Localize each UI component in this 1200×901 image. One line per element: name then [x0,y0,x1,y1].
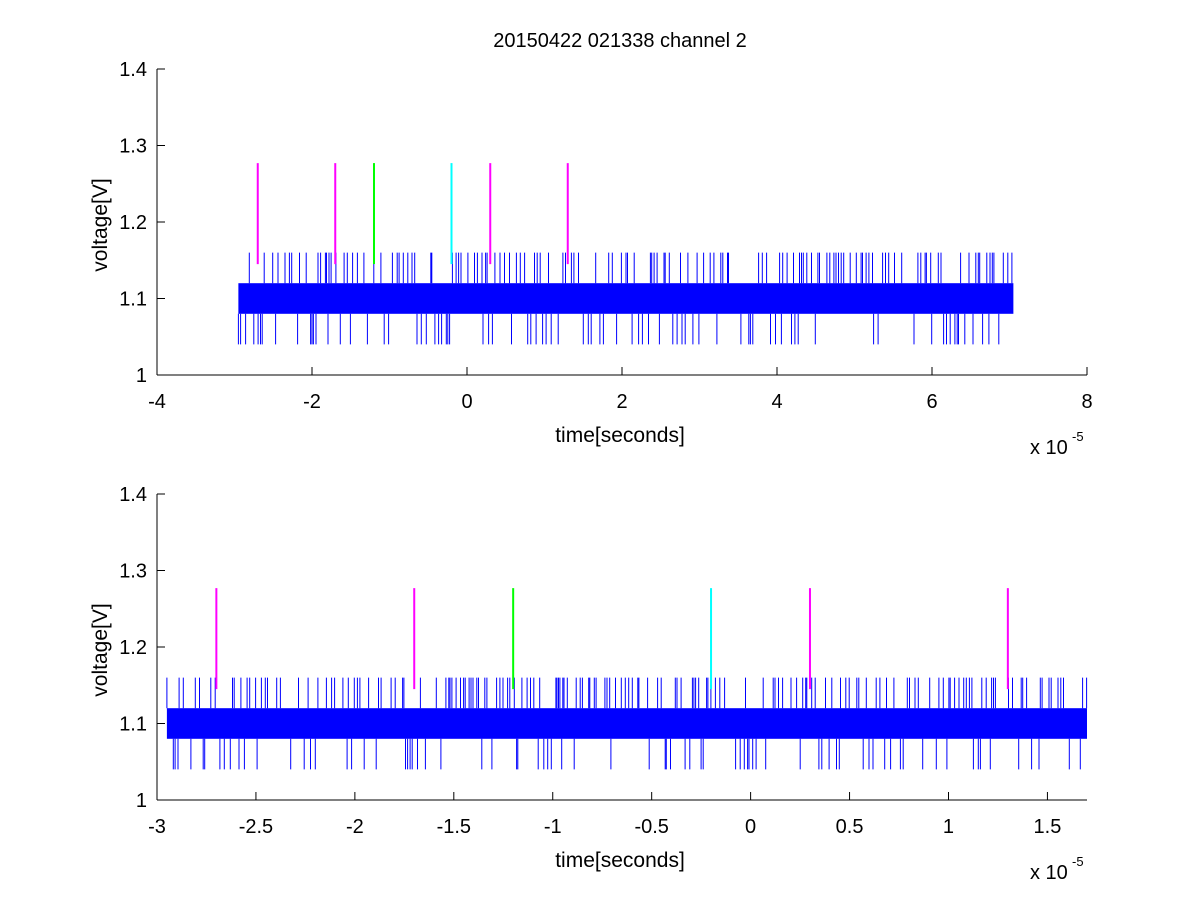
x-tick-label: 1 [943,816,954,838]
signal-spikes [166,677,1088,770]
x-tick-label: -0.5 [634,816,668,838]
y-tick-label: 1.4 [119,59,147,81]
y-tick-label: 1.1 [119,289,147,311]
y-tick-label: 1.2 [119,212,147,234]
x-tick-label: -3 [148,816,166,838]
x-tick-label: -4 [148,391,166,413]
x-tick-label: 1.5 [1034,816,1062,838]
x-tick-label: -1 [544,816,562,838]
x-tick-label: 0 [745,816,756,838]
x-tick-label: -2 [346,816,364,838]
y-tick-label: 1 [136,790,147,812]
x-axis-label: time[seconds] [555,849,685,872]
signal-spikes [237,252,1013,345]
x-tick-label: 8 [1081,391,1092,413]
y-axis-label: voltage[V] [89,178,112,271]
bottom-subplot: -3 -2.5 -2 -1.5 -1 -0.5 0 0.5 1 1.5 1 1.1 1.2 1.3 1.4 t… [89,484,1088,884]
y-tick-label: 1 [136,365,147,387]
x-tick-label: 0.5 [836,816,864,838]
x-tick-label: -2.5 [239,816,273,838]
signal-band [238,283,1014,314]
y-tick-label: 1.1 [119,714,147,736]
x-axis-label: time[seconds] [555,424,685,447]
top-subplot: -4 -2 0 2 4 6 8 1 1.1 1.2 1.3 1.4 time[seconds] volta… [89,59,1093,459]
signal-series [237,252,1014,345]
x-exponent-power: -5 [1072,854,1084,869]
figure-title: 20150422 021338 channel 2 [493,30,747,52]
x-tick-label: -1.5 [437,816,471,838]
y-tick-label: 1.3 [119,136,147,158]
x-exponent-label: x 10 [1030,437,1068,459]
y-tick-label: 1.3 [119,561,147,583]
y-axis-label: voltage[V] [89,603,112,696]
y-tick-label: 1.2 [119,637,147,659]
x-exponent-label: x 10 [1030,862,1068,884]
x-exponent-power: -5 [1072,429,1084,444]
x-tick-label: 6 [926,391,937,413]
signal-band [166,708,1087,739]
y-tick-label: 1.4 [119,484,147,506]
x-tick-label: 0 [461,391,472,413]
signal-series [166,677,1088,770]
x-tick-label: -2 [303,391,321,413]
x-tick-label: 4 [771,391,782,413]
x-tick-label: 2 [616,391,627,413]
